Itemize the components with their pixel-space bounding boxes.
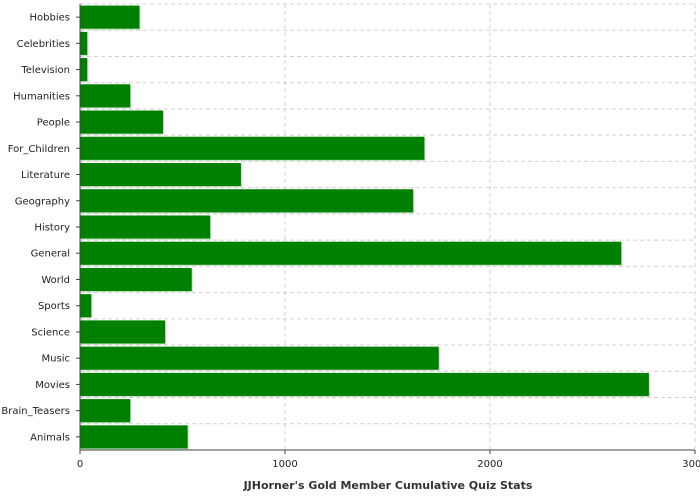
category-label: Geography xyxy=(15,196,70,207)
bar xyxy=(80,84,131,108)
x-axis-title: JJHorner's Gold Member Cumulative Quiz S… xyxy=(243,479,533,492)
category-label: Brain_Teasers xyxy=(1,406,70,417)
category-label: Hobbies xyxy=(30,13,70,24)
bar xyxy=(80,346,439,370)
category-label: People xyxy=(37,118,70,129)
bar xyxy=(80,267,192,292)
bar xyxy=(80,189,414,213)
bar xyxy=(80,31,88,55)
x-tick-labels: 0 1000 2000 3000 xyxy=(77,450,700,470)
category-label: Movies xyxy=(35,380,70,391)
bar xyxy=(80,425,188,449)
category-label: Television xyxy=(20,65,70,76)
bars xyxy=(80,5,650,450)
bar xyxy=(80,399,131,423)
bar xyxy=(80,320,166,344)
category-label: Sports xyxy=(38,301,70,312)
x-tick-label: 0 xyxy=(77,459,83,470)
bar xyxy=(80,241,622,265)
category-label: Humanities xyxy=(13,91,70,102)
bar xyxy=(80,162,241,187)
bar xyxy=(80,372,649,396)
category-label: For_Children xyxy=(8,144,70,155)
x-tick-label: 2000 xyxy=(477,459,502,470)
bar xyxy=(80,5,140,29)
x-tick-label: 1000 xyxy=(272,459,297,470)
category-label: History xyxy=(34,223,70,234)
bar xyxy=(80,136,425,160)
bar xyxy=(80,294,92,318)
category-label: Celebrities xyxy=(17,39,70,50)
category-label: General xyxy=(31,249,70,260)
bar xyxy=(80,58,88,82)
bar xyxy=(80,110,164,134)
category-label: Science xyxy=(31,327,70,338)
x-tick-label: 3000 xyxy=(682,459,700,470)
category-label: Music xyxy=(42,354,70,365)
category-label: Literature xyxy=(21,170,70,181)
category-label: World xyxy=(41,275,70,286)
category-labels: Hobbies Celebrities Television Humanities Pe… xyxy=(1,13,80,443)
category-label: Animals xyxy=(30,432,70,443)
bar xyxy=(80,215,211,239)
